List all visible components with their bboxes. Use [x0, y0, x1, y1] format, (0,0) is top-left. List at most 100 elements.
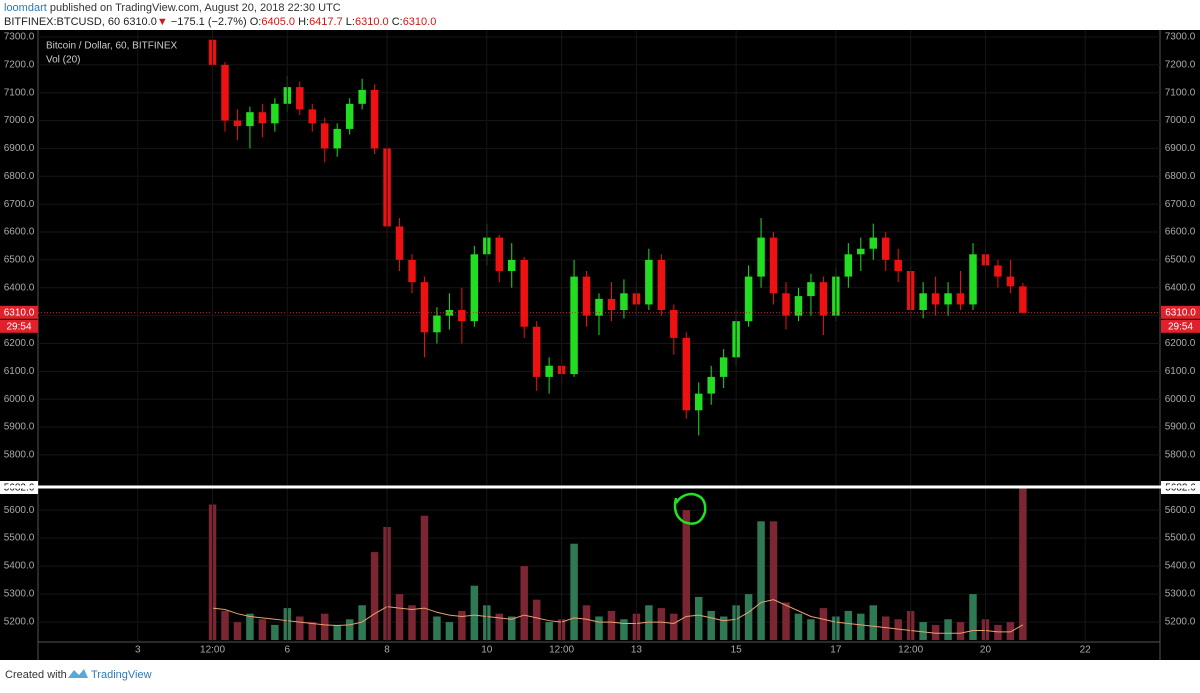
y-tick-label: 5300.0 [4, 589, 35, 600]
volume-bar [433, 616, 441, 640]
y-tick-label-right: 5800.0 [1165, 450, 1196, 461]
header-bg [0, 0, 1200, 30]
y-tick-label: 7000.0 [4, 115, 35, 126]
volume-bar [707, 610, 715, 640]
created-with: Created with [5, 669, 67, 681]
x-tick-label: 12:00 [898, 645, 923, 656]
volume-legend: Vol (20) [46, 55, 80, 66]
volume-bar [881, 616, 890, 640]
x-tick-label: 12:00 [549, 645, 574, 656]
candle-body [333, 128, 341, 149]
y-tick-label: 5600.0 [4, 505, 35, 516]
y-tick-label: 5200.0 [4, 617, 35, 628]
y-tick-label: 6500.0 [4, 255, 35, 266]
candle-body [433, 315, 441, 333]
y-tick-label-right: 6400.0 [1165, 282, 1196, 293]
last-price-label: 6310.0 [1165, 307, 1196, 318]
candle-body [520, 259, 528, 327]
candle-body [931, 293, 940, 305]
candle-body [420, 282, 429, 333]
y-tick-label-right: 7200.0 [1165, 59, 1196, 70]
candle-body [844, 254, 853, 277]
arrow: ▼ [157, 16, 168, 28]
volume-bar [894, 619, 902, 640]
candle-body [458, 310, 466, 322]
volume-bar [994, 624, 1002, 640]
volume-bar [857, 613, 865, 640]
y-tick-label: 6100.0 [4, 366, 35, 377]
y-tick-label-right: 7300.0 [1165, 32, 1196, 43]
volume-bar [570, 543, 578, 640]
candle-body [956, 293, 965, 305]
candle-body [582, 276, 591, 316]
y-tick-label: 6600.0 [4, 227, 35, 238]
candle-body [919, 293, 927, 311]
y-tick-label: 7300.0 [4, 32, 35, 43]
x-tick-label: 17 [830, 645, 842, 656]
candle-body [757, 237, 765, 277]
volume-bar [320, 613, 329, 640]
volume-bar [595, 616, 603, 640]
y-tick-label-right: 6500.0 [1165, 255, 1196, 266]
volume-bar [395, 594, 404, 640]
y-tick-label-right: 5900.0 [1165, 422, 1196, 433]
candle-body [271, 103, 279, 124]
author[interactable]: loomdart [4, 2, 47, 14]
last-price-label: 6310.0 [4, 307, 35, 318]
volume-bar [620, 619, 628, 640]
volume-bar [258, 619, 267, 640]
volume-bar [719, 616, 728, 640]
h: 6417.7 [309, 16, 343, 28]
candle-body [408, 259, 416, 283]
brand[interactable]: TradingView [91, 669, 152, 681]
volume-bar [296, 616, 304, 640]
candle-body [620, 293, 628, 311]
volume-bar [682, 510, 691, 640]
volume-bar [507, 616, 516, 640]
volume-bar [370, 552, 379, 640]
l-label: L: [346, 16, 355, 28]
volume-bar [1006, 622, 1015, 640]
volume-bar [807, 619, 815, 640]
y-tick-label-right: 5500.0 [1165, 533, 1196, 544]
volume-bar [1019, 487, 1027, 640]
y-tick-label: 5800.0 [4, 450, 35, 461]
volume-bar [956, 622, 965, 640]
candle-body [994, 265, 1002, 277]
x-tick-label: 10 [481, 645, 493, 656]
y-tick-label-right: 6200.0 [1165, 338, 1196, 349]
series-legend: Bitcoin / Dollar, 60, BITFINEX [46, 41, 177, 52]
y-tick-label: 7100.0 [4, 87, 35, 98]
y-tick-label-right: 5200.0 [1165, 617, 1196, 628]
volume-bar [420, 515, 429, 640]
candle-body [246, 112, 254, 127]
y-tick-label: 6200.0 [4, 338, 35, 349]
candle-body [857, 248, 865, 255]
c-label: C: [392, 16, 403, 28]
volume-bar [582, 605, 591, 640]
volume-bar [458, 610, 466, 640]
volume-ma [212, 599, 1024, 634]
y-tick-label: 6000.0 [4, 394, 35, 405]
candle-body [769, 237, 778, 294]
candle-body [308, 109, 317, 124]
candle-body [532, 326, 541, 377]
x-tick-label: 8 [384, 645, 390, 656]
o-label: O: [250, 16, 262, 28]
x-tick-label: 22 [1080, 645, 1092, 656]
published: published on TradingView.com, August 20,… [50, 2, 341, 14]
volume-bar [794, 613, 803, 640]
volume-bar [532, 599, 541, 640]
candle-body [944, 293, 952, 305]
x-tick-label: 12:00 [200, 645, 225, 656]
volume-bar [670, 613, 678, 640]
publish-line: loomdart published on TradingView.com, A… [4, 2, 341, 14]
volume-bar [757, 521, 765, 640]
volume-bar [545, 622, 553, 640]
symbol-line: BITFINEX:BTCUSD, 60 6310.0▼ −175.1 (−2.7… [4, 16, 436, 28]
volume-bar [944, 619, 952, 640]
y-tick-label: 6800.0 [4, 171, 35, 182]
volume-bar [470, 585, 479, 640]
candle-body [320, 123, 329, 149]
